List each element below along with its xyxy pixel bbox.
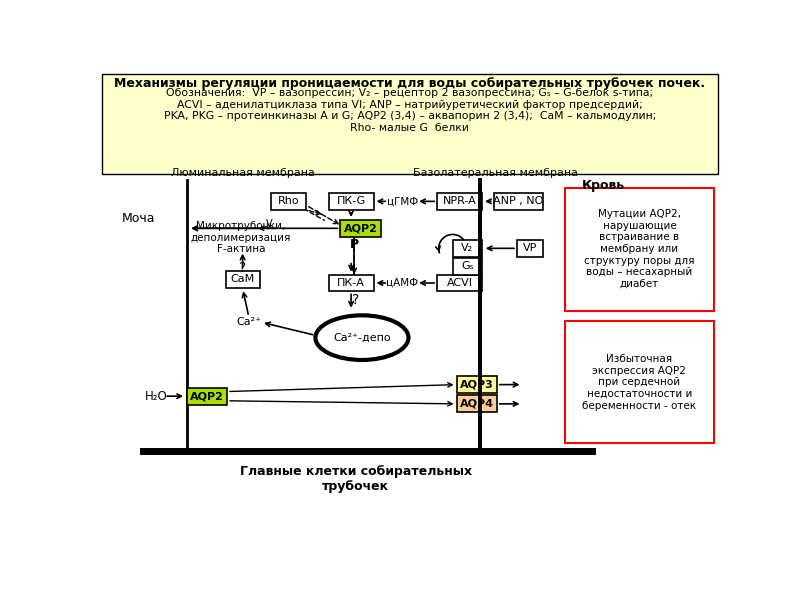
Text: Мутации AQP2,
нарушающие
встраивание в
мембрану или
структуру поры для
воды – не: Мутации AQP2, нарушающие встраивание в м… — [584, 209, 694, 289]
Bar — [329, 275, 374, 292]
Bar — [457, 376, 497, 393]
Text: V: V — [266, 218, 272, 229]
Text: ПК-А: ПК-А — [337, 278, 365, 288]
Bar — [453, 240, 482, 257]
Bar — [226, 271, 260, 287]
Text: Базолатеральная мембрана: Базолатеральная мембрана — [413, 168, 578, 178]
Text: ANP , NO: ANP , NO — [494, 196, 544, 206]
Text: ACVI – аденилатциклаза типа VI; ANP – натрийуретический фактор предсердий;: ACVI – аденилатциклаза типа VI; ANP – на… — [177, 100, 643, 110]
Text: H₂O: H₂O — [145, 389, 167, 403]
Text: Моча: Моча — [122, 212, 155, 225]
Text: PKA, PKG – протеинкиназы A и G; AQP2 (3,4) – аквапорин 2 (3,4);  CaM – кальмодул: PKA, PKG – протеинкиназы A и G; AQP2 (3,… — [164, 111, 656, 121]
Text: Люминальная мембрана: Люминальная мембрана — [171, 168, 315, 178]
Bar — [437, 193, 482, 210]
Text: ПК-G: ПК-G — [337, 196, 366, 206]
Text: Главные клетки собирательных
трубочек: Главные клетки собирательных трубочек — [240, 464, 472, 493]
Ellipse shape — [315, 316, 409, 360]
Text: Gₛ: Gₛ — [461, 261, 474, 271]
Bar — [494, 193, 543, 210]
Bar — [517, 240, 543, 257]
Text: NPR-A: NPR-A — [442, 196, 477, 206]
Bar — [453, 257, 482, 275]
Text: Микротрубочки,
деполимеризация
F-актина: Микротрубочки, деполимеризация F-актина — [191, 221, 291, 254]
Text: Кровь: Кровь — [582, 179, 626, 191]
Bar — [565, 322, 714, 443]
Bar — [457, 395, 497, 412]
Text: CaM: CaM — [230, 274, 254, 284]
Text: AQP2: AQP2 — [190, 391, 224, 401]
Text: AQP3: AQP3 — [460, 380, 494, 389]
Text: цАМФ: цАМФ — [386, 278, 418, 288]
Bar — [270, 193, 306, 210]
Bar — [102, 74, 718, 173]
Text: VP: VP — [523, 244, 538, 253]
Text: Ca²⁺-депо: Ca²⁺-депо — [333, 332, 390, 343]
Bar — [329, 193, 374, 210]
Text: ACVI: ACVI — [446, 278, 473, 288]
Bar — [187, 388, 227, 404]
Text: Обозначения:  VP – вазопрессин; V₂ – рецептор 2 вазопрессина; Gₛ – G-белок s-тип: Обозначения: VP – вазопрессин; V₂ – реце… — [166, 88, 654, 98]
Text: Ca²⁺: Ca²⁺ — [236, 317, 262, 327]
Text: цГМФ: цГМФ — [386, 196, 418, 206]
Text: Механизмы регуляции проницаемости для воды собирательных трубочек почек.: Механизмы регуляции проницаемости для во… — [114, 77, 706, 89]
Text: AQP4: AQP4 — [460, 399, 494, 409]
Text: P: P — [350, 238, 358, 251]
Text: Rho- малые G  белки: Rho- малые G белки — [350, 123, 470, 133]
Bar — [437, 275, 482, 292]
Text: Rho: Rho — [278, 196, 299, 206]
Bar — [565, 187, 714, 311]
Bar — [340, 220, 381, 237]
Text: Избыточная
экспрессия AQP2
при сердечной
недостаточности и
беременности - отек: Избыточная экспрессия AQP2 при сердечной… — [582, 354, 697, 410]
Text: V₂: V₂ — [462, 244, 474, 253]
Text: ?: ? — [352, 293, 359, 307]
Text: ?: ? — [239, 262, 246, 275]
Text: AQP2: AQP2 — [343, 223, 378, 233]
